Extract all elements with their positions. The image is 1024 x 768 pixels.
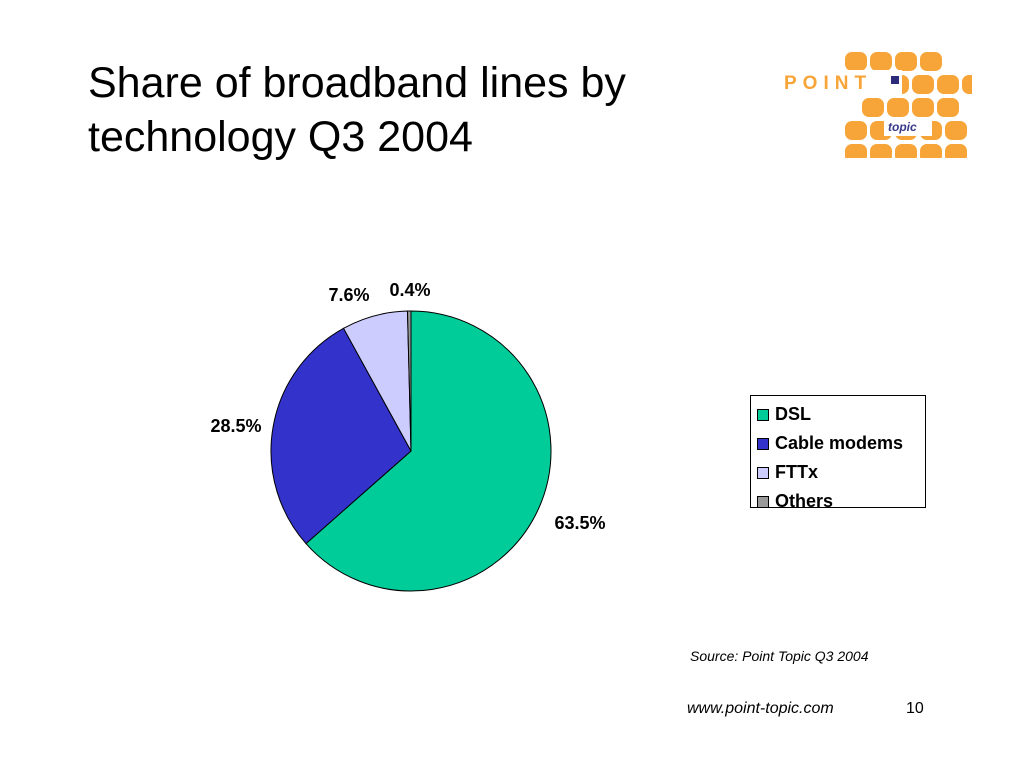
logo-sub-text: topic (888, 120, 917, 134)
logo-dot (937, 75, 959, 94)
legend-item-others: Others (757, 487, 925, 516)
legend-label-others: Others (775, 491, 834, 511)
logo-dot (895, 144, 917, 158)
logo-dot (845, 121, 867, 140)
logo-dot (895, 52, 917, 71)
point-topic-logo: POINT topic (780, 52, 972, 158)
logo-dot (945, 144, 967, 158)
logo-brand-background (780, 70, 902, 94)
legend-swatch-dsl (757, 408, 769, 421)
legend-swatch-others (757, 495, 769, 508)
logo-dot (912, 98, 934, 117)
logo-dot (845, 52, 867, 71)
slide-title-line-1: Share of broadband lines by (88, 59, 626, 107)
legend-swatch-cable-modems (757, 437, 769, 450)
logo-dot (870, 52, 892, 71)
pie-slice-dsl (305, 310, 552, 592)
legend-label-cable-modems: Cable modems (775, 433, 904, 453)
logo-sub-background (884, 118, 932, 136)
logo-dot (945, 121, 967, 140)
logo-dot (920, 144, 942, 158)
pie-slice-others (406, 310, 412, 452)
logo-brand-text: POINT (784, 73, 872, 94)
legend-item-fttx: FTTx (757, 458, 925, 487)
pie-slice-cable-modems (270, 327, 412, 545)
legend-item-dsl: DSL (757, 400, 925, 429)
legend-label-dsl: DSL (775, 404, 811, 424)
data-label-dsl: 63.5% (554, 513, 605, 533)
slide-title-line-2: technology Q3 2004 (88, 113, 473, 161)
footer-url: www.point-topic.com (687, 700, 834, 717)
source-note: Source: Point Topic Q3 2004 (690, 648, 869, 664)
logo-center-square (891, 76, 899, 84)
logo-dot (862, 98, 884, 117)
logo-dot (937, 98, 959, 117)
legend-label-fttx: FTTx (775, 462, 818, 482)
logo-dot (920, 52, 942, 71)
logo-dot (845, 144, 867, 158)
page-number: 10 (906, 700, 924, 717)
slide-title: Share of broadband lines by technology Q… (88, 56, 708, 164)
chart-legend: DSL Cable modems FTTx Others (750, 395, 926, 511)
logo-dot (887, 98, 909, 117)
legend-swatch-fttx (757, 466, 769, 479)
data-label-cable-modems: 28.5% (210, 416, 261, 436)
legend-item-cable-modems: Cable modems (757, 429, 925, 458)
data-label-fttx: 7.6% (328, 285, 369, 305)
data-label-others: 0.4% (389, 280, 430, 300)
logo-dot (962, 75, 972, 94)
logo-dot (870, 144, 892, 158)
logo-dot (912, 75, 934, 94)
